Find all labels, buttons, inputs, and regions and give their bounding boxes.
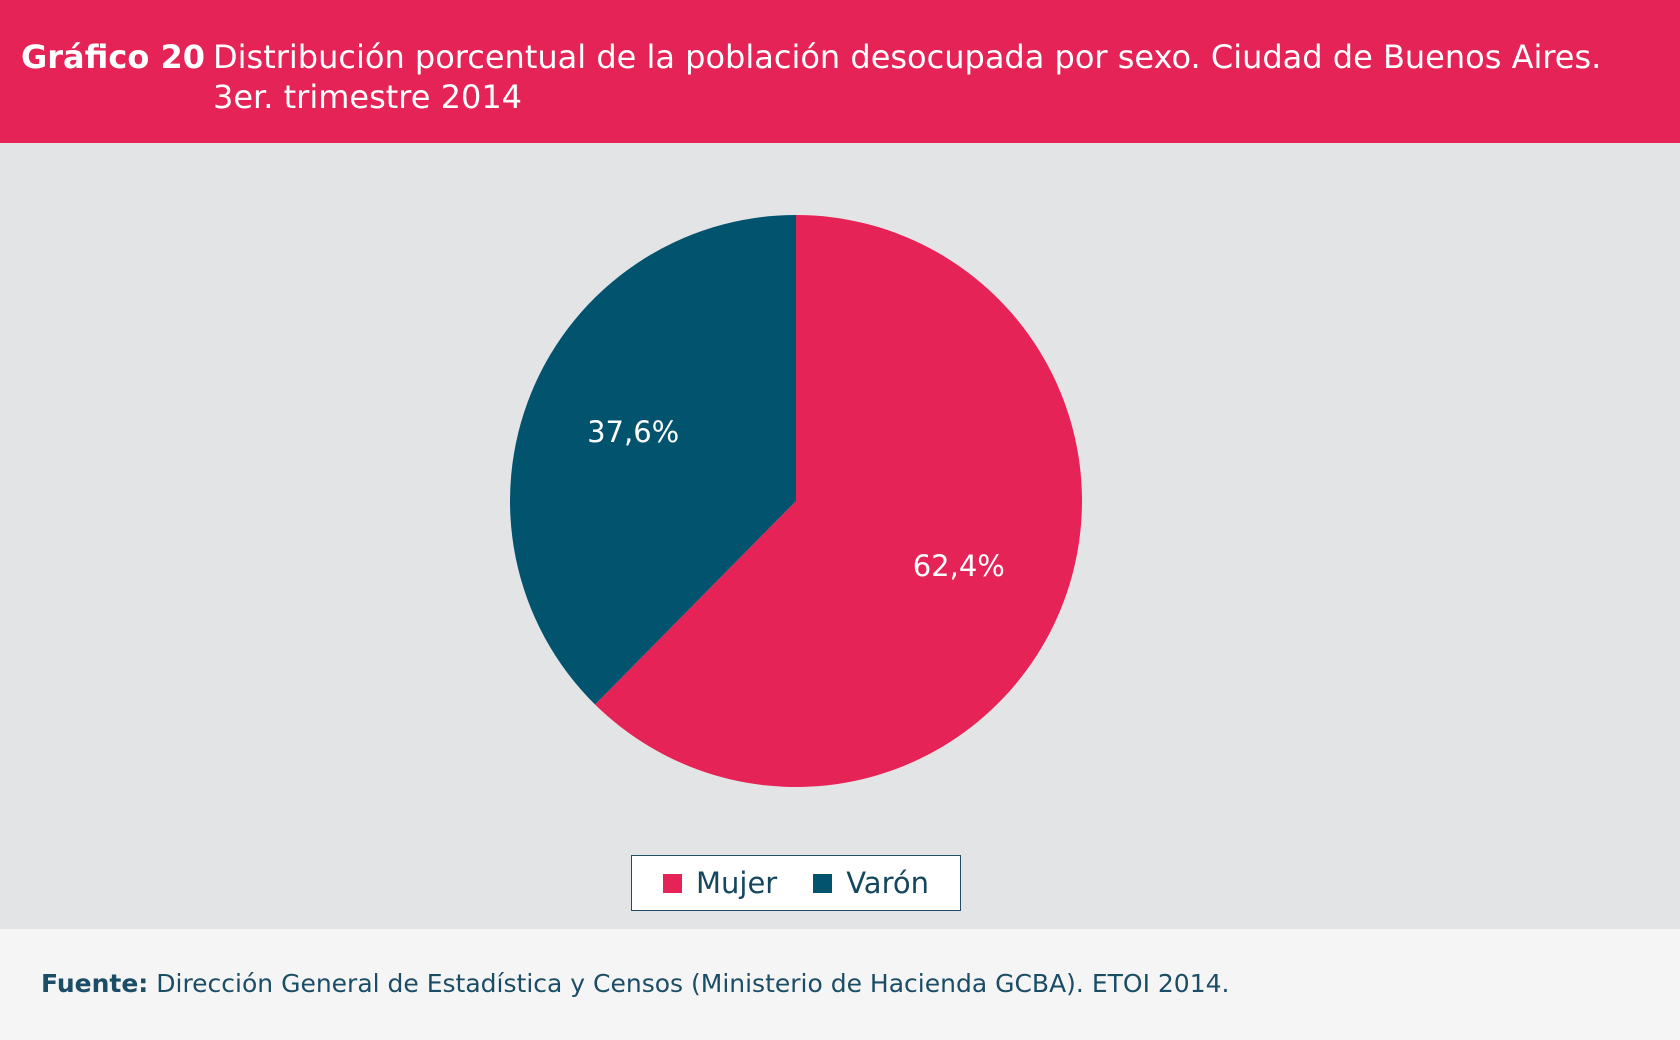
legend-item-mujer: Mujer — [662, 866, 778, 900]
legend-item-varon: Varón — [813, 866, 929, 900]
pie-slice-mujer — [595, 215, 1082, 788]
chart-title-line-1: Distribución porcentual de la población … — [213, 38, 1602, 76]
pie-chart: 62,4% 37,6% — [510, 214, 1082, 788]
chart-header: Gráfico 20 Distribución porcentual de la… — [0, 0, 1680, 143]
figure-label: Gráfico 20 — [21, 38, 205, 76]
source-text: Dirección General de Estadística y Censo… — [148, 969, 1230, 998]
legend-label-mujer: Mujer — [695, 866, 778, 900]
chart-title: Distribución porcentual de la población … — [213, 37, 1601, 117]
chart-area: 62,4% 37,6% — [0, 143, 1680, 929]
legend-label-varon: Varón — [846, 866, 929, 900]
legend-swatch-mujer — [662, 873, 682, 893]
chart-title-line-2: 3er. trimestre 2014 — [213, 78, 523, 116]
pie-slice-varon — [510, 214, 796, 705]
footer: Fuente: Dirección General de Estadística… — [0, 929, 1680, 1040]
legend: Mujer Varón — [631, 855, 961, 911]
source-label: Fuente: — [41, 969, 149, 998]
data-label-mujer: 62,4% — [913, 549, 1005, 583]
source-note: Fuente: Dirección General de Estadística… — [41, 968, 1229, 1000]
data-label-varon: 37,6% — [587, 415, 679, 449]
legend-swatch-varon — [813, 873, 833, 893]
